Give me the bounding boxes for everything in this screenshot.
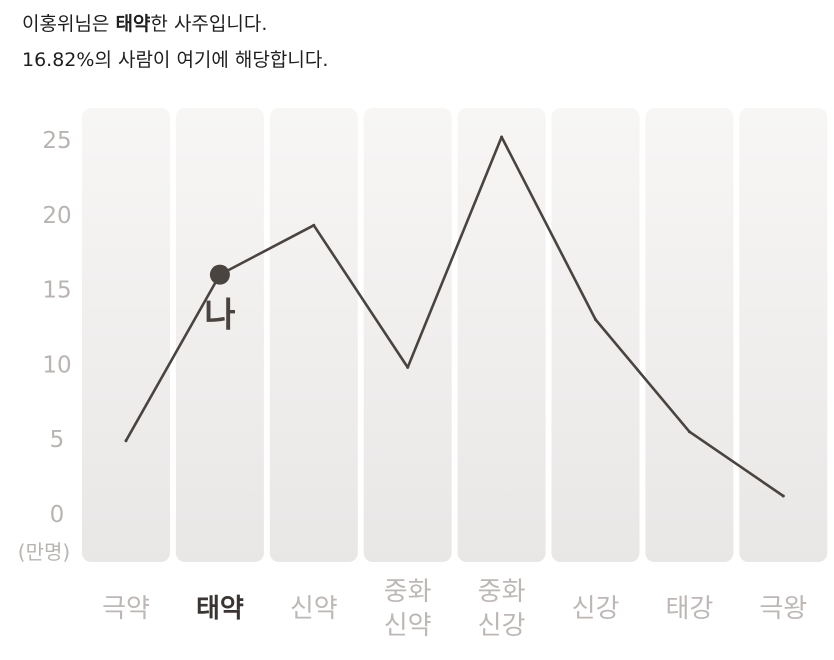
data-point xyxy=(687,430,691,434)
x-category-label: 태강 xyxy=(665,594,713,624)
y-tick-label: 10 xyxy=(42,352,71,378)
y-tick-label: 20 xyxy=(42,203,71,229)
x-category-label-line: 태약 xyxy=(196,594,244,624)
data-point xyxy=(594,318,597,322)
x-category-label: 태약 xyxy=(196,594,244,624)
x-category-label: 극약 xyxy=(102,594,150,624)
current-position-marker xyxy=(209,264,230,285)
y-tick-label: 0 xyxy=(50,502,65,528)
category-column xyxy=(739,108,828,562)
x-category-label: 신강 xyxy=(572,594,620,624)
x-category-label: 신약 xyxy=(290,594,338,624)
y-tick-label: 25 xyxy=(42,128,71,154)
summary-strength-type: 태약 xyxy=(115,13,151,35)
summary-text: 이홍위님은 태약한 사주입니다. 16.82%의 사람이 여기에 해당합니다. xyxy=(22,6,328,78)
y-tick-label: 5 xyxy=(50,427,65,453)
category-column xyxy=(457,108,546,562)
series-line xyxy=(124,135,785,498)
category-column xyxy=(645,108,734,562)
data-point xyxy=(500,135,504,139)
x-category-label-line: 극약 xyxy=(102,594,150,624)
data-point xyxy=(312,223,316,227)
category-column xyxy=(269,108,358,562)
x-category-label-line: 신강 xyxy=(572,594,620,624)
x-category-label: 극왕 xyxy=(759,594,807,624)
data-point xyxy=(124,439,128,443)
y-tick-label: 15 xyxy=(42,278,71,304)
x-category-label-line: 중화 xyxy=(384,577,432,607)
x-category-label-line: 신약 xyxy=(384,611,432,641)
y-axis-unit: (만명) xyxy=(18,540,70,564)
data-point xyxy=(781,494,785,498)
x-category-label-line: 신약 xyxy=(290,594,338,624)
category-column xyxy=(363,108,452,562)
x-category-label-line: 극왕 xyxy=(759,594,807,624)
category-column xyxy=(82,108,170,562)
data-point xyxy=(406,365,410,369)
category-column xyxy=(551,108,640,562)
summary-suffix: 한 사주입니다. xyxy=(150,13,268,35)
category-column xyxy=(175,108,264,562)
summary-line-2: 16.82%의 사람이 여기에 해당합니다. xyxy=(22,49,329,71)
marker-label: 나 xyxy=(204,296,235,336)
summary-prefix: 이홍위님은 xyxy=(22,13,116,35)
x-category-label-line: 신강 xyxy=(478,611,526,641)
x-category-label-line: 태강 xyxy=(665,594,713,624)
x-category-label-line: 중화 xyxy=(478,577,526,607)
summary-line-1: 이홍위님은 태약한 사주입니다. xyxy=(22,6,328,42)
